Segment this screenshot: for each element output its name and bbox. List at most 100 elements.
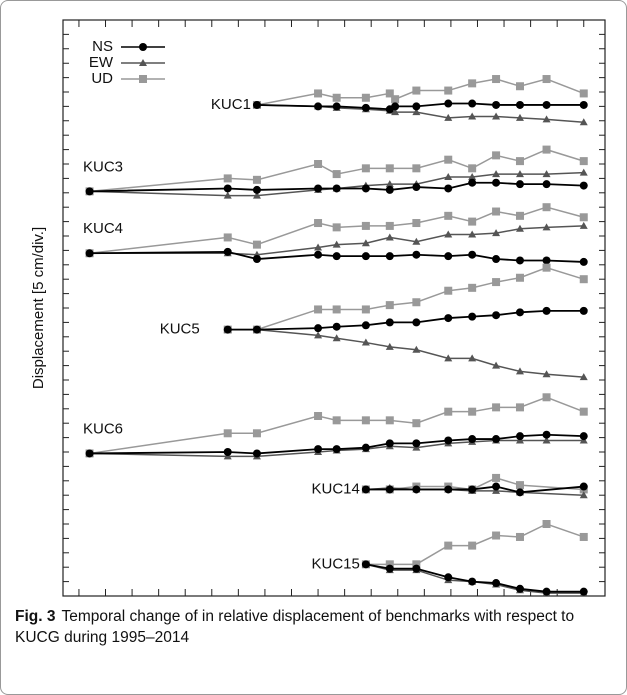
ud-point [492,473,501,482]
ns-point [468,577,477,586]
ew-point [579,221,588,229]
ns-point [542,587,551,596]
ns-point [314,102,323,111]
ns-point [515,432,524,441]
ns-point [515,256,524,265]
ns-point [579,482,588,491]
x-tick-label: 11 [496,600,512,601]
ew-point [579,118,588,126]
ud-point [492,151,501,160]
ew-point [468,230,477,238]
x-tick-label: 10 [469,600,486,601]
ud-point [579,275,588,284]
series-line [89,171,584,197]
ns-point [252,325,261,334]
ud-point [579,157,588,166]
ns-point [412,439,421,448]
ns-point [492,579,501,588]
ns-point [85,449,94,458]
ns-point [515,308,524,317]
ew-point [492,229,501,237]
ns-point [223,325,232,334]
ns-point [579,432,588,441]
caption-text: Temporal change of in relative displacem… [15,608,575,646]
ud-point [444,211,453,220]
ud-point [332,305,341,314]
ns-point [314,445,323,454]
x-tick-label: 95 [71,600,88,601]
ud-point [468,283,477,292]
ud-point [542,263,551,272]
station-label: KUC3 [83,158,123,175]
ew-point [515,224,524,232]
ew-point [391,108,400,116]
ew-point [468,172,477,180]
ns-point [542,430,551,439]
x-tick-label: 04 [310,600,327,601]
ns-point [468,178,477,187]
series-line [89,225,584,256]
ns-point [332,252,341,261]
ud-point [223,233,232,242]
ud-point [314,89,323,98]
legend-label: UD [91,70,113,87]
ew-point [314,243,323,251]
ns-point [444,184,453,193]
series-line [365,485,584,494]
ns-point [542,306,551,315]
legend-label: NS [92,38,113,55]
ns-point [542,180,551,189]
ud-point [361,416,370,425]
ud-point [412,86,421,95]
series-line [227,309,584,331]
ew-point [492,361,501,369]
ns-point [542,100,551,109]
ew-point [361,338,370,346]
ns-point [412,318,421,327]
ns-point [332,102,341,111]
ew-point [515,113,524,121]
ns-point [332,322,341,331]
ns-point [492,100,501,109]
ns-point [492,311,501,320]
ud-point [332,93,341,102]
ew-point [542,436,551,444]
ns-point [361,560,370,569]
ud-point [332,416,341,425]
ns-point [314,324,323,333]
ud-point [332,223,341,232]
ud-point [492,278,501,287]
ud-point [542,203,551,212]
series-line [89,439,584,458]
station-label: KUC6 [83,420,123,437]
series-line [227,266,584,331]
ns-point [361,252,370,261]
ns-point [468,435,477,444]
ud-point [444,155,453,164]
ew-point [412,345,421,353]
ew-point [579,373,588,381]
ud-point [314,305,323,314]
ud-point [542,520,551,528]
ns-point [515,584,524,593]
x-tick-label: 05 [336,600,353,601]
ns-point [252,185,261,194]
ns-point [223,247,232,256]
x-tick-label: 14 [575,600,592,601]
ew-point [412,108,421,116]
caption-label: Fig. 3 [15,608,56,625]
x-tick-label: 07 [389,600,406,601]
ud-point [444,286,453,295]
ud-point [579,213,588,222]
ud-point [515,157,524,166]
ud-point [252,240,261,249]
ns-point [579,257,588,266]
ud-point [412,298,421,307]
ud-point [385,416,394,425]
ew-point [542,115,551,123]
ew-point [332,240,341,248]
ns-point [412,485,421,494]
ud-point [385,221,394,230]
ud-point [332,170,341,179]
